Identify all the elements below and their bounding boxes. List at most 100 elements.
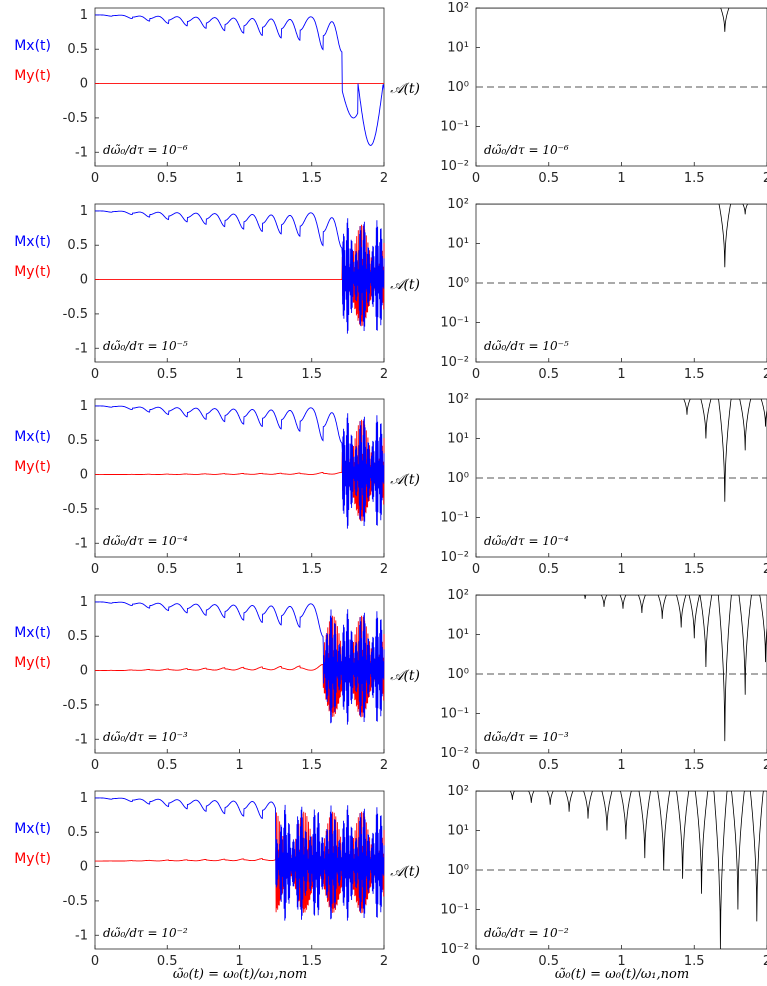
y-tick-label: -0.5: [63, 894, 88, 909]
x-tick-label: 0: [91, 171, 99, 186]
mx-series-line: [95, 210, 385, 334]
x-tick-label: 2: [380, 367, 388, 382]
x-tick-label: 2: [763, 954, 767, 969]
amplitude-series-line: [476, 8, 767, 32]
mx-series-line: [95, 797, 385, 921]
amplitude-panel-4: 0 0.5 1 1.5 2 10² 10¹ 10⁰ 10⁻¹ 10⁻² dω̃₀/dτ = 10⁻³…: [390, 588, 767, 773]
x-tick-label: 0.5: [157, 758, 178, 773]
x-tick-label: 0.5: [157, 171, 178, 186]
y-tick-label: 0.5: [67, 629, 88, 644]
x-tick-label: 0: [472, 367, 480, 382]
sweep-rate-annotation: dω̃₀/dτ = 10⁻³: [103, 730, 188, 744]
sweep-rate-annotation: dω̃₀/dτ = 10⁻²: [484, 926, 569, 940]
y-tick-label: 10⁰: [447, 80, 469, 95]
sweep-rate-annotation: dω̃₀/dτ = 10⁻³: [484, 730, 569, 744]
x-tick-label: 1: [235, 954, 243, 969]
sweep-rate-annotation: dω̃₀/dτ = 10⁻⁵: [103, 339, 188, 353]
y-tick-label: 10⁻¹: [440, 707, 469, 722]
y-tick-label: -0.5: [63, 502, 88, 517]
x-tick-label: 0: [472, 954, 480, 969]
y-tick-label: 10⁻¹: [440, 903, 469, 918]
y-tick-label: 0: [80, 860, 88, 875]
x-tick-label: 0.5: [157, 954, 178, 969]
y-tick-label: 10⁻²: [440, 159, 469, 174]
my-series-line: [95, 811, 385, 914]
x-tick-label: 0: [472, 758, 480, 773]
x-tick-label: 0.5: [538, 954, 559, 969]
y-tick-label: 10⁻²: [440, 355, 469, 370]
x-tick-label: 1.5: [684, 758, 705, 773]
my-legend-label: My(t): [14, 264, 51, 280]
amplitude-series-line: [476, 399, 767, 502]
x-tick-label: 1.5: [301, 954, 322, 969]
y-tick-label: 0.5: [67, 42, 88, 57]
x-tick-label: 1: [235, 171, 243, 186]
x-tick-label: 1.5: [301, 562, 322, 577]
amplitude-panel-1: 0 0.5 1 1.5 2 10² 10¹ 10⁰ 10⁻¹ 10⁻² dω̃₀/dτ = 10⁻⁶…: [390, 1, 767, 186]
x-tick-label: 1: [235, 367, 243, 382]
magnetization-panel-1: 0 0.5 1 1.5 2 1 0.5 0 -0.5 -1 dω̃₀/dτ = 10⁻⁶ Mx(t) M…: [14, 7, 388, 186]
magnetization-panel-2: 0 0.5 1 1.5 2 1 0.5 0 -0.5 -1 dω̃₀/dτ = 10⁻⁵ Mx(t) M…: [14, 203, 388, 382]
sweep-rate-annotation: dω̃₀/dτ = 10⁻⁶: [103, 143, 188, 157]
y-tick-label: -1: [75, 145, 88, 160]
x-tick-label: 1.5: [301, 758, 322, 773]
x-tick-label: 1: [617, 171, 625, 186]
amplitude-y-label: 𝒜(t): [390, 668, 420, 684]
y-tick-label: 10²: [447, 197, 469, 212]
y-tick-label: 10⁻²: [440, 942, 469, 957]
x-tick-label: 2: [763, 562, 767, 577]
mx-legend-label: Mx(t): [14, 625, 51, 641]
x-tick-label: 1: [617, 367, 625, 382]
x-tick-label: 2: [380, 562, 388, 577]
amplitude-series-line: [476, 595, 767, 742]
magnetization-panel-3: 0 0.5 1 1.5 2 1 0.5 0 -0.5 -1 dω̃₀/dτ = 10⁻⁴ Mx(t) M…: [14, 398, 388, 577]
sweep-rate-annotation: dω̃₀/dτ = 10⁻⁵: [484, 339, 569, 353]
y-tick-label: 1: [80, 204, 88, 219]
x-tick-label: 1: [617, 758, 625, 773]
y-tick-label: 10⁰: [447, 863, 469, 878]
left-x-axis-label: ω̃₀(t) = ω₀(t)/ω₁,nom: [173, 967, 307, 982]
y-tick-label: 10¹: [447, 628, 469, 643]
my-legend-label: My(t): [14, 68, 51, 84]
y-tick-label: 10²: [447, 784, 469, 799]
mx-series-line: [95, 601, 385, 725]
x-tick-label: 0.5: [538, 562, 559, 577]
y-tick-label: 10⁰: [447, 667, 469, 682]
x-tick-label: 1: [617, 954, 625, 969]
sweep-rate-annotation: dω̃₀/dτ = 10⁻⁴: [103, 534, 188, 548]
my-series-line: [95, 419, 385, 522]
amplitude-panel-3: 0 0.5 1 1.5 2 10² 10¹ 10⁰ 10⁻¹ 10⁻² dω̃₀/dτ = 10⁻⁴…: [390, 392, 767, 577]
sweep-rate-annotation: dω̃₀/dτ = 10⁻⁴: [484, 534, 569, 548]
x-tick-label: 0: [91, 562, 99, 577]
sweep-rate-annotation: dω̃₀/dτ = 10⁻²: [103, 926, 188, 940]
x-tick-label: 1.5: [301, 171, 322, 186]
y-tick-label: 0.5: [67, 825, 88, 840]
y-tick-label: 1: [80, 399, 88, 414]
x-tick-label: 2: [763, 171, 767, 186]
y-tick-label: -0.5: [63, 111, 88, 126]
amplitude-series-line: [476, 791, 767, 949]
y-tick-label: 10⁰: [447, 471, 469, 486]
amplitude-series-line: [476, 204, 767, 268]
x-tick-label: 1: [235, 758, 243, 773]
y-tick-label: 0: [80, 664, 88, 679]
amplitude-y-label: 𝒜(t): [390, 472, 420, 488]
mx-series-line: [95, 14, 385, 146]
x-tick-label: 0.5: [157, 367, 178, 382]
y-tick-label: 1: [80, 8, 88, 23]
x-tick-label: 1.5: [684, 562, 705, 577]
y-tick-label: 10⁻²: [440, 550, 469, 565]
y-tick-label: -0.5: [63, 307, 88, 322]
x-tick-label: 0: [91, 367, 99, 382]
y-tick-label: 10⁻²: [440, 746, 469, 761]
y-tick-label: -1: [75, 732, 88, 747]
y-tick-label: 10²: [447, 588, 469, 603]
magnetization-panel-5: 0 0.5 1 1.5 2 1 0.5 0 -0.5 -1 dω̃₀/dτ = 10⁻² Mx(t) M…: [14, 790, 388, 969]
x-tick-label: 2: [763, 367, 767, 382]
x-tick-label: 0.5: [538, 758, 559, 773]
x-tick-label: 2: [763, 758, 767, 773]
x-tick-label: 1.5: [684, 954, 705, 969]
x-tick-label: 0.5: [538, 367, 559, 382]
y-tick-label: 10⁻¹: [440, 316, 469, 331]
